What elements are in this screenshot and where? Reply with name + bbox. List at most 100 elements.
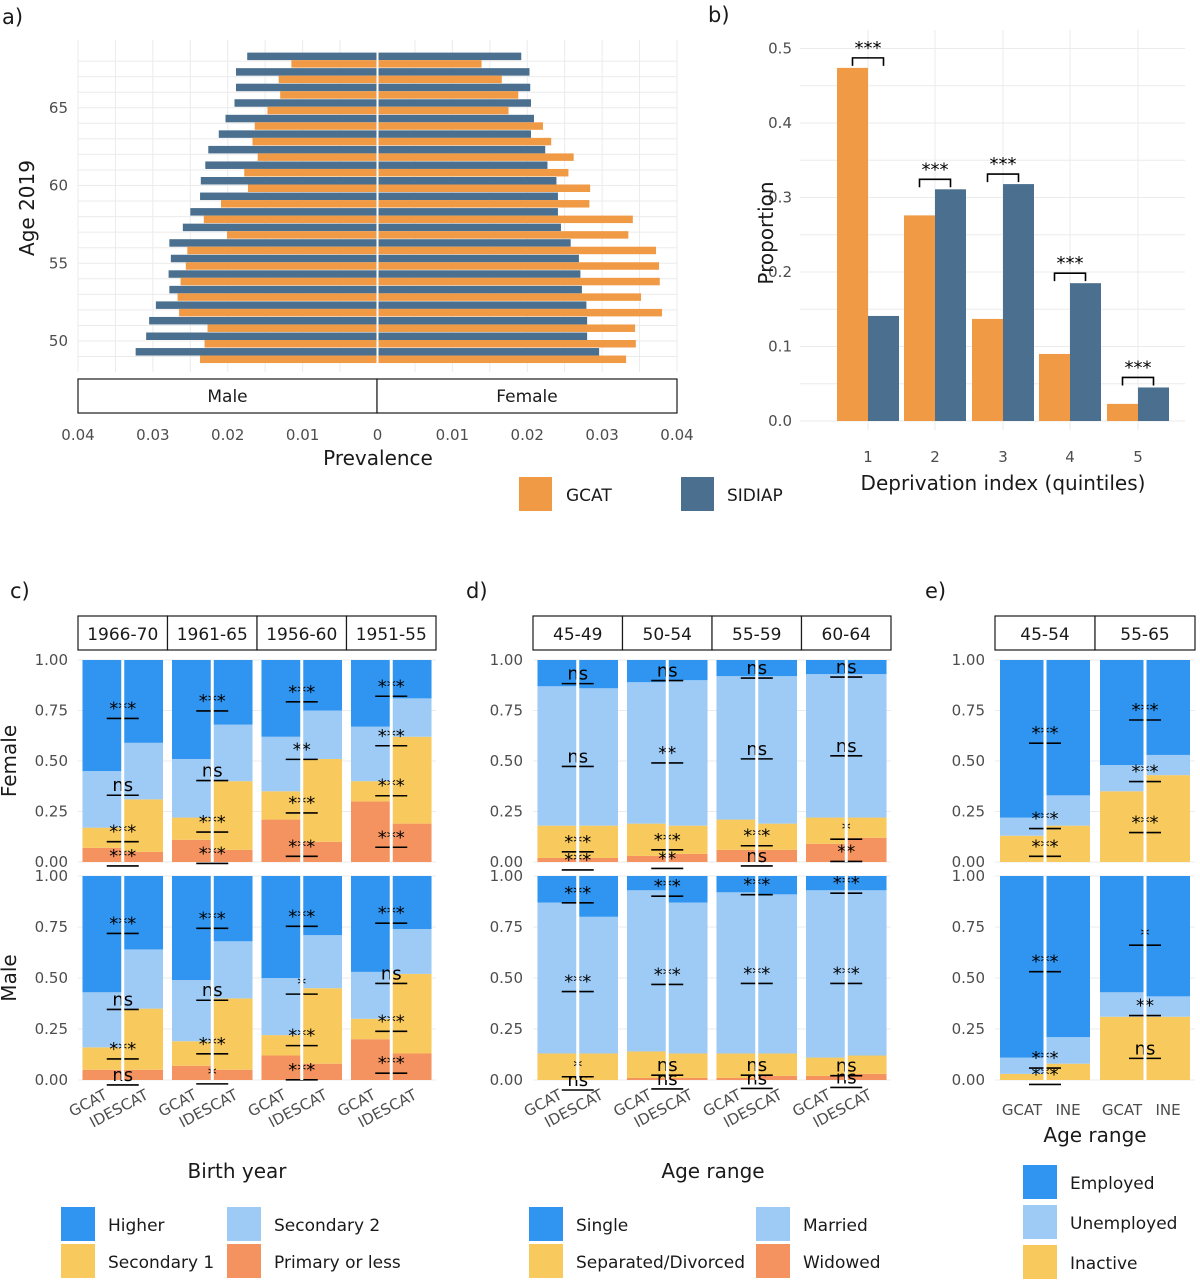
stack-segment [213, 849, 253, 862]
stack-segment [626, 876, 667, 891]
legend-swatch [61, 1207, 95, 1241]
facet-strip-label: 1961-65 [177, 625, 248, 645]
bar-gcat-male [257, 153, 378, 161]
y-tick-label: 0.1 [768, 338, 792, 356]
legend-swatch [756, 1244, 790, 1278]
bar-gcat-female [377, 91, 519, 99]
panel-e-employment: 45-5455-65******************0.000.250.50… [925, 579, 1196, 1279]
stack-segment [1146, 996, 1190, 1017]
y-tick-label: 0.00 [35, 853, 68, 871]
stack-segment [668, 1053, 708, 1078]
stack-segment [716, 660, 756, 677]
stack-segment [171, 839, 212, 862]
bar-sidiap [1138, 387, 1169, 421]
legend-swatch [1023, 1205, 1057, 1239]
stack-segment [757, 876, 798, 895]
stack-segment [261, 819, 301, 862]
stack-segment [392, 876, 432, 930]
bar-gcat-female [377, 293, 642, 301]
bar-gcat-female [377, 75, 502, 84]
bar-gcat-female [377, 168, 569, 177]
stack-segment [302, 876, 343, 936]
stack-segment [1100, 765, 1144, 792]
x-tick-label: 0.03 [136, 426, 169, 444]
facet-strip-label: 55-65 [1120, 625, 1169, 645]
stack-segment [757, 1075, 798, 1080]
stack-segment [302, 758, 343, 842]
stack-segment [537, 660, 577, 687]
stack-segment [1000, 1073, 1044, 1080]
bar-sidiap-female [377, 332, 588, 340]
significance-label: *** [855, 38, 882, 59]
bar-sidiap-male [169, 239, 378, 247]
bar-sidiap-female [377, 316, 588, 325]
bar-gcat-male [227, 231, 378, 239]
stack-segment [668, 853, 708, 862]
y-tick-label: 1.00 [952, 651, 985, 669]
significance-bracket [918, 178, 952, 188]
stack-segment [350, 1018, 391, 1040]
bar-sidiap-male [168, 270, 378, 278]
bar-sidiap-female [377, 68, 530, 76]
y-tick-label: 0.75 [35, 918, 68, 936]
y-axis-title: Proportion [754, 181, 778, 284]
x-tick-label: 0.01 [436, 426, 469, 444]
facet-strip-female [376, 378, 678, 414]
facet-strip-label: 1951-55 [356, 625, 427, 645]
stack-segment [847, 890, 887, 1056]
bar-sidiap-male [135, 348, 378, 356]
bar-gcat-female [377, 137, 552, 146]
panel-label: d) [466, 579, 488, 603]
bar-gcat-male [200, 355, 378, 364]
bar-gcat-female [377, 277, 660, 286]
y-tick-label: 50 [49, 332, 68, 350]
x-tick-label: 4 [1065, 448, 1075, 466]
facet-strip [621, 615, 713, 651]
bar-sidiap-female [377, 208, 558, 216]
stack-segment [847, 837, 887, 862]
stack-segment [578, 916, 619, 1054]
y-tick-label: 0.2 [768, 263, 792, 281]
y-tick-label: 0.4 [768, 114, 792, 132]
stack-segment [82, 660, 122, 772]
significance-bracket [1121, 376, 1155, 386]
facet-strip [800, 615, 892, 651]
y-tick-label: 0.50 [35, 969, 68, 987]
y-tick-label: 0.50 [490, 969, 523, 987]
panel-label: c) [10, 579, 30, 603]
legend-swatch-gcat [519, 477, 552, 511]
significance-bracket [851, 57, 885, 66]
stack-segment [805, 1057, 846, 1076]
y-tick-label: 0.25 [952, 1020, 985, 1038]
x-axis-title: Deprivation index (quintiles) [861, 471, 1146, 495]
y-tick-label: 0.25 [490, 803, 523, 821]
stack-segment [1100, 992, 1144, 1017]
stack-segment [123, 799, 164, 852]
stack-segment [668, 1077, 708, 1080]
stack-segment [1046, 660, 1090, 796]
stack-segment [626, 660, 667, 683]
stack-segment [757, 676, 798, 824]
bar-sidiap-male [190, 208, 378, 216]
y-tick-label: 55 [49, 254, 68, 272]
stack-segment [213, 1069, 253, 1080]
bar-sidiap-female [377, 192, 558, 201]
x-axis-title: Birth year [188, 1159, 288, 1183]
panel-label-a: a) [2, 5, 23, 29]
bar-gcat-female [377, 246, 657, 255]
bar-gcat-male [185, 262, 378, 270]
bar-sidiap-male [149, 316, 378, 325]
bar-sidiap-female [377, 99, 531, 107]
stack-segment [171, 817, 212, 840]
facet-strip-label: 50-54 [643, 625, 692, 645]
stack-segment [82, 771, 122, 828]
bar-sidiap-female [377, 348, 600, 356]
y-tick-label: 65 [49, 99, 68, 117]
stack-segment [171, 980, 212, 1042]
stack-segment [668, 876, 708, 903]
stack-segment [757, 1053, 798, 1076]
bar-gcat [1039, 353, 1070, 421]
facet-label-female: Female [496, 387, 557, 407]
bar-sidiap-male [247, 52, 378, 61]
stack-segment [123, 851, 164, 862]
